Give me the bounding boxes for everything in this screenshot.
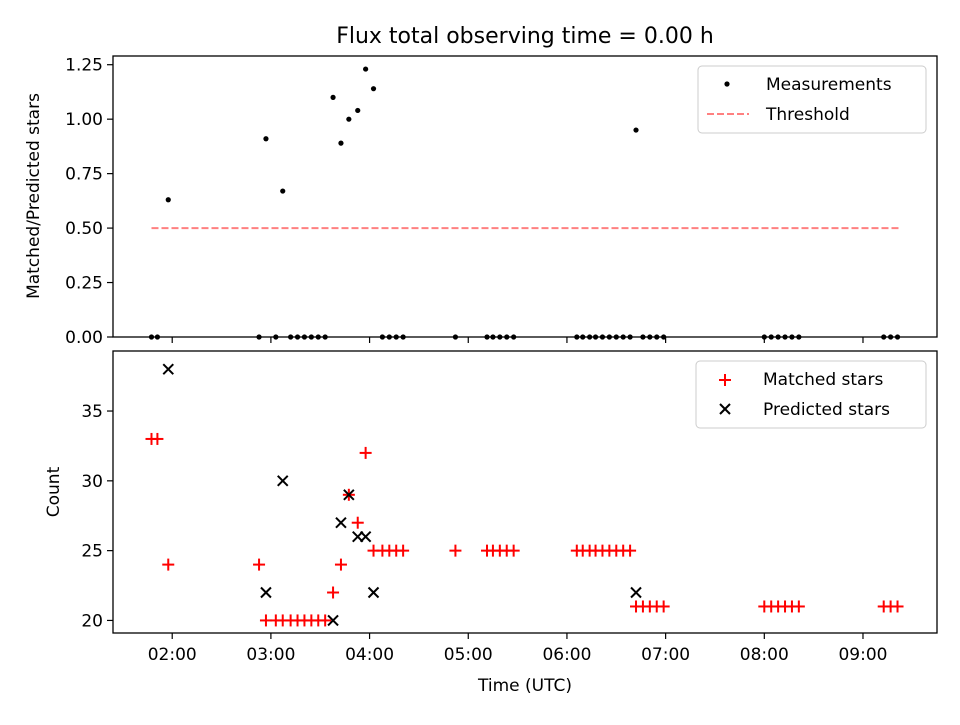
matched-stars-point	[351, 516, 364, 529]
legend: Matched stars Predicted stars	[695, 360, 927, 429]
matched-stars-point	[162, 558, 175, 571]
measurements-point	[280, 188, 286, 194]
predicted-stars-point	[359, 530, 372, 543]
predicted-stars-point	[343, 489, 355, 501]
predicted-stars-point	[260, 586, 272, 599]
chart-title: Flux total observing time = 0.00 h	[336, 24, 714, 49]
y-tick-label: 35	[81, 402, 103, 422]
x-tick-label: 02:00	[148, 645, 197, 665]
matched-stars-point	[657, 600, 670, 613]
plot-area	[145, 363, 904, 627]
measurements-point	[338, 140, 344, 146]
legend-label-predicted-stars: Predicted stars	[763, 400, 890, 420]
x-axis-label: Time (UTC)	[477, 676, 572, 696]
measurements-point	[346, 116, 352, 122]
y-tick-label: 0.25	[65, 274, 103, 294]
x-tick-label: 09:00	[838, 645, 887, 665]
measurements-point	[263, 136, 269, 142]
predicted-stars-point	[277, 475, 289, 487]
measurements-point	[633, 127, 639, 133]
x-tick-label: 05:00	[444, 645, 493, 665]
x-tick-label: 04:00	[345, 645, 394, 665]
x-tick-label: 08:00	[740, 645, 789, 665]
y-tick-label: 0.75	[65, 165, 103, 185]
y-tick-label: 0.00	[65, 328, 103, 348]
legend-label-matched-stars: Matched stars	[763, 370, 883, 390]
matched-stars-point	[449, 544, 462, 557]
measurements-point	[355, 107, 361, 114]
y-tick-label: 20	[81, 611, 103, 631]
matched-stars-point	[507, 544, 520, 557]
legend-label-measurements: Measurements	[766, 75, 892, 95]
y-tick-label: 25	[81, 542, 103, 562]
measurements-point	[165, 197, 171, 203]
y-tick-label: 1.00	[65, 110, 103, 130]
x-tick-label: 03:00	[246, 645, 295, 665]
y-axis-label: Count	[44, 466, 64, 517]
matched-stars-point	[319, 614, 332, 627]
y-tick-label: 1.25	[65, 56, 103, 76]
measurements-point	[363, 66, 369, 72]
y-axis-ticks: 20 25 30 35	[81, 402, 113, 631]
legend-box	[697, 65, 927, 134]
y-tick-label: 0.50	[65, 219, 103, 239]
matched-stars-point	[359, 446, 372, 459]
legend-marker-matched-stars	[719, 374, 731, 386]
legend-box	[695, 360, 927, 429]
matched-stars-point	[891, 600, 904, 613]
axes-frame	[112, 55, 938, 338]
measurements-point	[330, 94, 336, 100]
legend-marker-measurements	[724, 81, 730, 87]
bottom-panel: Count Time (UTC) 20 25 30 35 02:00 03:00 04:0…	[44, 350, 938, 696]
matched-stars-point	[253, 558, 266, 571]
x-axis-ticks: 02:00 03:00 04:00 05:00 06:00 07:00 08:00 09:00	[148, 633, 887, 665]
matched-stars-point	[334, 558, 347, 571]
matched-stars-point	[624, 544, 637, 557]
predicted-stars-point	[327, 614, 339, 627]
legend-marker-predicted-stars	[719, 403, 731, 415]
measurements-point	[370, 86, 377, 92]
predicted-stars-point	[367, 586, 380, 599]
matched-stars-point	[151, 432, 164, 445]
top-panel: Flux total observing time = 0.00 h Match…	[24, 24, 938, 348]
y-tick-label: 30	[81, 472, 103, 492]
y-axis-ticks: 0.00 0.25 0.50 0.75 1.00 1.25	[65, 56, 113, 348]
matched-stars-point	[327, 586, 340, 599]
predicted-stars-point	[630, 586, 642, 599]
predicted-stars-point	[162, 363, 174, 375]
y-axis-label: Matched/Predicted stars	[24, 93, 44, 299]
matched-stars-point	[397, 544, 410, 557]
predicted-stars-point	[335, 517, 347, 529]
matched-stars-point	[792, 600, 805, 613]
x-tick-label: 07:00	[641, 645, 690, 665]
legend: Measurements Threshold	[697, 65, 927, 134]
x-tick-label: 06:00	[542, 645, 591, 665]
axes-frame	[112, 350, 938, 634]
legend-label-threshold: Threshold	[765, 105, 850, 125]
